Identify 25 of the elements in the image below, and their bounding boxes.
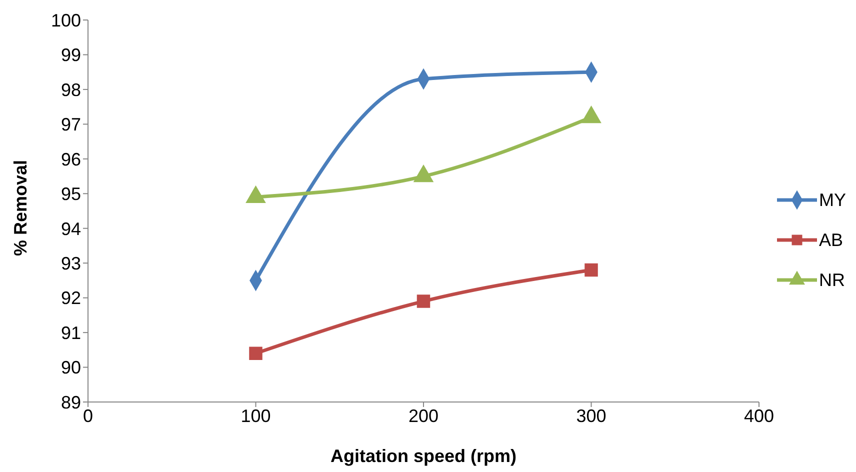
x-axis-title: Agitation speed (rpm) <box>330 446 517 466</box>
y-axis-title: % Removal <box>10 160 30 256</box>
y-tick-label: 96 <box>60 149 81 170</box>
x-tick-label: 0 <box>82 406 94 426</box>
y-tick-label: 89 <box>60 392 81 412</box>
legend-label: NR <box>819 270 845 290</box>
point <box>584 263 598 277</box>
y-tick-label: 98 <box>60 80 81 100</box>
point <box>416 294 430 308</box>
y-tick-label: 95 <box>60 184 81 204</box>
y-tick-label: 99 <box>60 45 81 66</box>
y-tick-label: 94 <box>60 218 81 239</box>
y-tick-label: 97 <box>60 114 81 135</box>
legend-label: AB <box>819 230 844 250</box>
y-tick-label: 90 <box>60 358 81 378</box>
y-tick-label: 91 <box>60 322 81 343</box>
y-tick-label: 92 <box>60 288 81 308</box>
x-tick-label: 300 <box>576 406 606 426</box>
y-tick-label: 93 <box>60 253 81 274</box>
point <box>249 346 262 360</box>
x-tick-label: 100 <box>240 406 271 426</box>
y-tick-label: 100 <box>50 10 81 30</box>
legend-label: MY <box>819 190 846 210</box>
x-tick-label: 200 <box>408 406 439 426</box>
x-tick-label: 400 <box>744 406 774 426</box>
